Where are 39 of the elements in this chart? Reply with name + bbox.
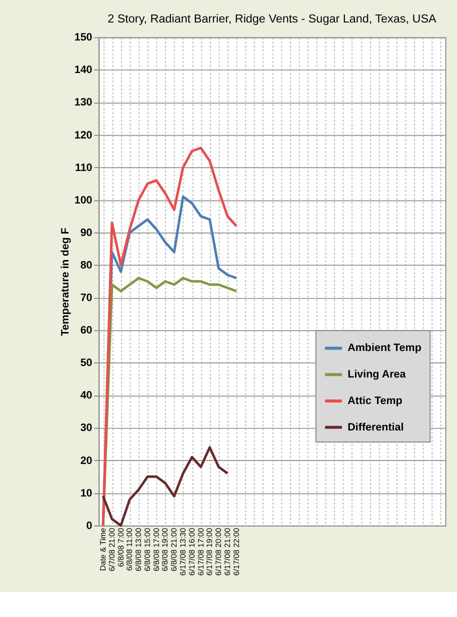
y-tick-label: 10 bbox=[80, 487, 92, 500]
x-tick-label: 6/8/08 7:00 bbox=[116, 527, 126, 567]
x-tick-label: 6/17/08 17:00 bbox=[196, 527, 206, 576]
y-tick-label: 0 bbox=[86, 520, 92, 532]
y-tick-label: 140 bbox=[74, 64, 92, 76]
x-tick-label: 6/17/08 19:00 bbox=[205, 527, 214, 576]
x-tick-label: 6/8/08 15:00 bbox=[142, 527, 152, 572]
x-tick-label: 6/8/08 13:00 bbox=[134, 527, 144, 572]
x-tick-label: 6/8/08 19:00 bbox=[160, 527, 170, 572]
x-tick-label: 6/8/08 17:00 bbox=[152, 527, 161, 572]
y-tick-label: 50 bbox=[80, 357, 92, 370]
x-tick-label: 6/17/08 21:00 bbox=[222, 527, 232, 576]
legend-label: Attic Temp bbox=[348, 394, 403, 407]
x-tick-label: 6/7/08 21:00 bbox=[107, 527, 116, 572]
x-tick-label: Date & Time bbox=[98, 528, 108, 571]
chart-title: 2 Story, Radiant Barrier, Ridge Vents - Sugar Land, Texas, USA bbox=[108, 12, 437, 26]
x-tick-label: 6/17/08 13:30 bbox=[178, 527, 188, 576]
x-tick-label: 6/17/08 20:00 bbox=[214, 527, 224, 576]
y-tick-label: 110 bbox=[74, 162, 92, 174]
y-axis-title: Temperature in deg F bbox=[60, 227, 72, 336]
x-tick-label: 6/17/08 16:00 bbox=[187, 527, 196, 576]
y-tick-label: 60 bbox=[80, 324, 92, 337]
y-tick-label: 30 bbox=[80, 422, 92, 434]
x-tick-label: 6/17/08 22:00 bbox=[232, 527, 241, 576]
y-tick-label: 120 bbox=[74, 129, 92, 142]
y-tick-label: 20 bbox=[80, 454, 92, 467]
y-tick-label: 130 bbox=[74, 96, 92, 109]
y-tick-label: 80 bbox=[80, 259, 92, 272]
legend-label: Ambient Temp bbox=[348, 342, 422, 354]
y-tick-label: 90 bbox=[80, 226, 92, 239]
x-tick-label: 6/8/08 11:00 bbox=[125, 527, 134, 571]
legend-label: Living Area bbox=[348, 368, 407, 381]
y-tick-label: 150 bbox=[74, 32, 92, 44]
y-tick-label: 100 bbox=[74, 194, 92, 206]
y-tick-label: 70 bbox=[80, 292, 92, 304]
y-tick-label: 40 bbox=[80, 390, 92, 402]
line-series bbox=[102, 446, 229, 527]
x-tick-label: 6/8/08 21:00 bbox=[170, 527, 179, 572]
legend-label: Differential bbox=[348, 421, 404, 434]
